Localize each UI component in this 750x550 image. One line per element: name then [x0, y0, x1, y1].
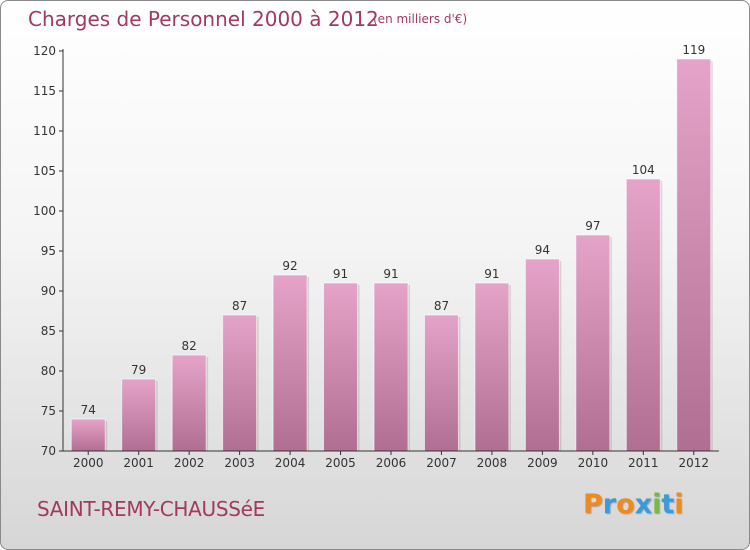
x-tick-label: 2011	[628, 456, 659, 470]
bar-2012	[676, 58, 712, 452]
bar-value-label: 74	[81, 403, 96, 417]
bar-2008	[474, 282, 510, 452]
x-tick-label: 2001	[123, 456, 154, 470]
y-tick-label: 100	[33, 204, 56, 218]
y-tick-label: 110	[33, 124, 56, 138]
y-tick-label: 70	[41, 444, 56, 458]
x-tick-label: 2000	[73, 456, 104, 470]
bar-value-label: 104	[632, 163, 655, 177]
bar-value-label: 87	[232, 299, 247, 313]
y-tick-label: 120	[33, 44, 56, 58]
x-tick-label: 2005	[325, 456, 356, 470]
x-tick-label: 2008	[477, 456, 508, 470]
x-tick-label: 2009	[527, 456, 558, 470]
bar-2010	[575, 234, 611, 452]
logo-letter: x	[634, 489, 653, 520]
logo-letter: o	[616, 489, 635, 520]
y-tick-label: 90	[41, 284, 56, 298]
bar-2003	[222, 314, 258, 452]
bar-value-label: 87	[434, 299, 449, 313]
proxiti-logo: Proxiti	[583, 489, 684, 520]
logo-letter: i	[674, 489, 684, 520]
x-tick-label: 2002	[174, 456, 205, 470]
chart-title: Charges de Personnel 2000 à 2012	[28, 7, 379, 31]
x-tick-label: 2010	[578, 456, 609, 470]
bar-value-label: 91	[383, 267, 398, 281]
x-tick-label: 2007	[426, 456, 457, 470]
bar-2011	[625, 178, 661, 452]
logo-letter: P	[583, 489, 603, 520]
logo-letter: i	[652, 489, 662, 520]
bar-2006	[373, 282, 409, 452]
bar-value-label: 91	[484, 267, 499, 281]
x-tick-label: 2003	[224, 456, 255, 470]
x-tick-label: 2006	[376, 456, 407, 470]
logo-letter: t	[661, 489, 675, 520]
chart-subtitle: (en milliers d'€)	[373, 12, 468, 26]
y-tick-label: 115	[33, 84, 56, 98]
logo-letter: r	[602, 489, 617, 520]
bar-value-label: 92	[282, 259, 297, 273]
x-axis: 2000 2001 2002 2003 2004 2005 2006 2007 2008 2009…	[63, 450, 719, 470]
x-tick-label: 2012	[678, 456, 709, 470]
bar-value-label: 91	[333, 267, 348, 281]
y-tick-label: 80	[41, 364, 56, 378]
bar-2009	[524, 258, 560, 452]
bar-value-label: 94	[535, 243, 550, 257]
y-axis: 70 75 80 85 90 95 100 105 110 115 120	[33, 44, 64, 458]
commune-name: SAINT-REMY-CHAUSSéE	[37, 497, 266, 521]
bars: 74 79 82 87 92 91 91 87 91 94 97 104 119	[70, 43, 713, 452]
x-tick-label: 2004	[275, 456, 306, 470]
bar-value-label: 82	[182, 339, 197, 353]
bar-value-label: 97	[585, 219, 600, 233]
bar-2000	[70, 418, 106, 452]
bar-2007	[423, 314, 459, 452]
y-tick-label: 85	[41, 324, 56, 338]
y-tick-label: 95	[41, 244, 56, 258]
y-tick-label: 105	[33, 164, 56, 178]
y-tick-label: 75	[41, 404, 56, 418]
bar-2001	[121, 378, 157, 452]
bar-value-label: 79	[131, 363, 146, 377]
bar-2005	[323, 282, 359, 452]
bar-value-label: 119	[682, 43, 705, 57]
bar-2004	[272, 274, 308, 452]
bar-2002	[171, 354, 207, 452]
